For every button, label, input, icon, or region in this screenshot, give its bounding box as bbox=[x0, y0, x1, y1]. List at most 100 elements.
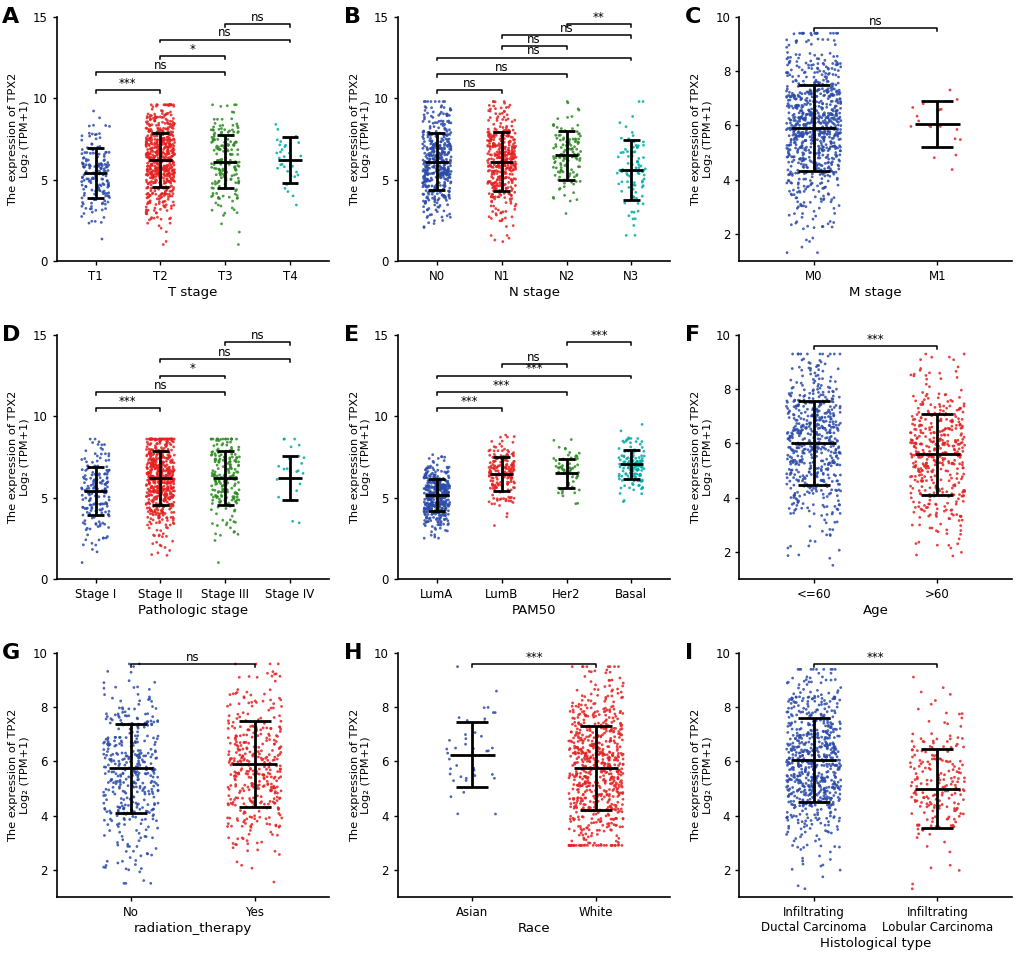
Point bbox=[165, 461, 181, 476]
Point bbox=[149, 436, 165, 451]
Point bbox=[792, 453, 808, 468]
Point bbox=[903, 742, 919, 758]
Point bbox=[816, 390, 833, 405]
Point bbox=[599, 759, 615, 774]
Point bbox=[438, 489, 454, 504]
Point bbox=[616, 466, 633, 481]
Point bbox=[162, 137, 178, 152]
Point bbox=[87, 431, 103, 446]
Point bbox=[225, 471, 242, 487]
Point bbox=[251, 746, 267, 762]
Point bbox=[788, 690, 804, 705]
Point bbox=[803, 104, 819, 120]
Point bbox=[425, 137, 441, 152]
Point bbox=[163, 118, 179, 133]
Point bbox=[421, 478, 437, 493]
Point bbox=[152, 434, 168, 449]
Point bbox=[828, 57, 845, 73]
Point bbox=[498, 450, 515, 466]
Point bbox=[441, 155, 458, 171]
Point bbox=[824, 384, 841, 399]
Point bbox=[421, 161, 437, 176]
Point bbox=[787, 122, 803, 137]
Point bbox=[794, 748, 810, 764]
Point bbox=[569, 124, 585, 139]
Point bbox=[904, 670, 920, 685]
Point bbox=[821, 134, 838, 149]
Point bbox=[827, 148, 844, 163]
Point bbox=[166, 483, 182, 498]
Point bbox=[811, 63, 827, 79]
Point bbox=[609, 659, 626, 674]
Point bbox=[493, 130, 510, 146]
Point bbox=[803, 175, 819, 191]
Point bbox=[782, 121, 798, 136]
Point bbox=[492, 491, 508, 507]
Point bbox=[808, 178, 824, 194]
Point bbox=[815, 180, 832, 195]
Point bbox=[421, 133, 437, 148]
Point bbox=[503, 167, 520, 182]
Point bbox=[810, 427, 826, 443]
Point bbox=[920, 757, 936, 772]
Point bbox=[566, 791, 582, 807]
Point bbox=[125, 780, 142, 795]
Point bbox=[495, 157, 512, 172]
Point bbox=[793, 715, 809, 730]
Point bbox=[946, 786, 962, 801]
Point bbox=[818, 121, 835, 136]
Point bbox=[146, 807, 162, 822]
Point bbox=[164, 143, 180, 158]
Point bbox=[935, 715, 952, 730]
Point bbox=[270, 806, 286, 821]
Point bbox=[822, 759, 839, 774]
Point bbox=[556, 442, 573, 457]
Point bbox=[229, 707, 246, 722]
Point bbox=[140, 168, 156, 183]
Point bbox=[147, 183, 163, 198]
Point bbox=[492, 154, 508, 170]
Point bbox=[818, 737, 835, 752]
Point bbox=[92, 164, 108, 179]
Point bbox=[226, 764, 243, 780]
Point bbox=[433, 166, 449, 181]
Point bbox=[485, 99, 501, 114]
Point bbox=[436, 146, 452, 161]
Point bbox=[129, 718, 146, 734]
Point bbox=[266, 667, 282, 682]
Point bbox=[422, 155, 438, 171]
Point bbox=[822, 773, 839, 788]
Point bbox=[591, 741, 607, 757]
Point bbox=[149, 147, 165, 162]
Point bbox=[245, 764, 261, 779]
Point bbox=[418, 490, 434, 506]
Point bbox=[149, 535, 165, 550]
Point bbox=[146, 484, 162, 499]
Point bbox=[98, 495, 114, 511]
Point bbox=[564, 767, 580, 783]
Point bbox=[809, 431, 825, 446]
Point bbox=[229, 120, 246, 135]
Point bbox=[815, 441, 832, 456]
Point bbox=[262, 693, 278, 708]
Point bbox=[916, 459, 932, 474]
Point bbox=[430, 473, 446, 489]
Point bbox=[822, 662, 839, 677]
Point bbox=[607, 810, 624, 826]
Point bbox=[140, 116, 156, 131]
Point bbox=[814, 774, 830, 789]
Point bbox=[158, 488, 174, 503]
Point bbox=[216, 140, 232, 155]
Point bbox=[223, 446, 239, 462]
Point bbox=[814, 218, 830, 234]
Point bbox=[144, 480, 160, 495]
Point bbox=[108, 738, 124, 753]
Point bbox=[551, 181, 568, 196]
Point bbox=[246, 746, 262, 762]
Point bbox=[147, 128, 163, 144]
Point bbox=[603, 747, 620, 763]
Point bbox=[485, 160, 501, 175]
Point bbox=[219, 155, 235, 171]
Point bbox=[139, 496, 155, 512]
Point bbox=[166, 173, 182, 189]
